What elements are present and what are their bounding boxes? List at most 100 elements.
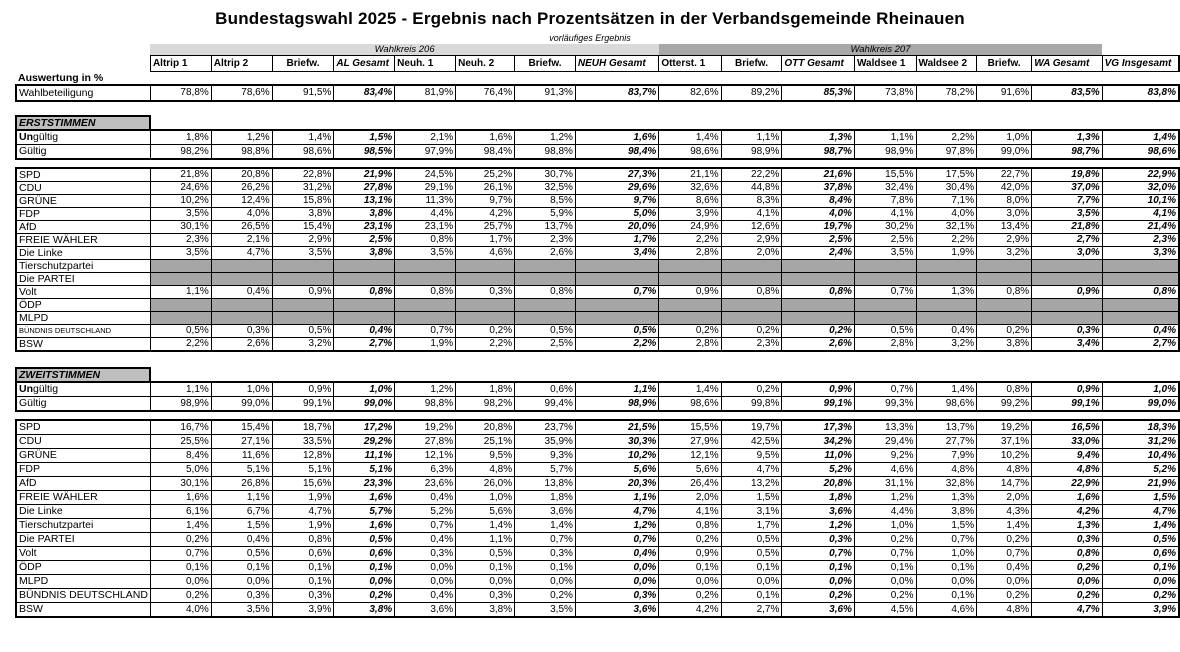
empty-cell: [210, 258, 273, 273]
value-cell: 11,0%: [781, 447, 855, 463]
empty-cell: [455, 271, 516, 286]
value-cell: 17,3%: [781, 418, 855, 435]
column-header: OTT Gesamt: [781, 55, 855, 72]
value-cell: 2,9%: [976, 232, 1033, 247]
column-header: Waldsee 1: [853, 55, 917, 72]
value-cell: 0,5%: [853, 323, 917, 338]
value-cell: 15,4%: [210, 418, 273, 435]
empty-cell: [333, 310, 396, 325]
value-cell: 13,3%: [853, 418, 917, 435]
value-cell: 0,7%: [781, 545, 855, 561]
value-cell: 37,1%: [976, 433, 1033, 449]
value-cell: 30,4%: [915, 180, 978, 195]
value-cell: 85,3%: [781, 83, 855, 102]
value-cell: 89,2%: [720, 83, 783, 102]
section-header: ZWEITSTIMMEN: [14, 366, 152, 383]
value-cell: 2,8%: [853, 336, 917, 352]
value-cell: 4,2%: [658, 601, 722, 618]
value-cell: 1,1%: [149, 380, 212, 397]
row-label: FDP: [14, 461, 151, 477]
value-cell: 1,4%: [1101, 128, 1180, 145]
spacer-row: [16, 351, 1179, 368]
value-cell: 1,1%: [574, 489, 660, 505]
value-cell: 1,5%: [333, 128, 396, 145]
section-blank: [977, 368, 1032, 382]
value-cell: 20,3%: [574, 475, 660, 491]
row-label: ÖDP: [14, 559, 151, 575]
value-cell: 1,8%: [781, 489, 855, 505]
value-cell: 0,0%: [333, 573, 396, 589]
value-cell: 32,8%: [915, 475, 978, 491]
value-cell: 98,6%: [915, 395, 978, 412]
value-cell: 2,1%: [394, 128, 457, 145]
value-cell: 98,6%: [658, 143, 722, 160]
page-subtitle: vorläufiges Ergebnis: [549, 33, 631, 43]
value-cell: 27,8%: [333, 180, 396, 195]
row-gr-ne: GRÜNE 8,4% 11,6% 12,8% 11,1% 12,1% 9,5% 9,3% 10,…: [14, 447, 1180, 463]
row-label: GRÜNE: [14, 447, 151, 463]
value-cell: 76,4%: [455, 83, 516, 102]
value-cell: 1,3%: [1031, 128, 1103, 145]
value-cell: 99,4%: [514, 395, 576, 412]
value-cell: 5,6%: [574, 461, 660, 477]
value-cell: 0,2%: [853, 587, 917, 603]
value-cell: 0,7%: [574, 531, 660, 547]
empty-cell: [781, 258, 855, 273]
value-cell: 3,5%: [149, 206, 212, 221]
value-cell: 6,3%: [394, 461, 457, 477]
value-cell: 1,0%: [915, 545, 978, 561]
empty-cell: [976, 297, 1033, 312]
value-cell: 10,2%: [976, 447, 1033, 463]
value-cell: 23,6%: [394, 475, 457, 491]
row-label: Die PARTEI: [14, 531, 151, 547]
value-cell: 2,7%: [1101, 336, 1180, 352]
value-cell: 32,0%: [1101, 180, 1180, 195]
value-cell: 3,3%: [1101, 245, 1180, 260]
value-cell: 4,8%: [1031, 461, 1103, 477]
empty-cell: [781, 297, 855, 312]
value-cell: 32,6%: [658, 180, 722, 195]
eval-blank: [1102, 72, 1179, 85]
band-row: Wahlkreis 206 Wahlkreis 207: [16, 44, 1179, 56]
value-cell: 1,8%: [455, 380, 516, 397]
value-cell: 1,2%: [574, 517, 660, 533]
value-cell: 1,1%: [210, 489, 273, 505]
row-label: MLPD: [14, 310, 151, 325]
value-cell: 27,9%: [658, 433, 722, 449]
value-cell: 4,8%: [455, 461, 516, 477]
value-cell: 3,8%: [333, 206, 396, 221]
value-cell: 73,8%: [853, 83, 917, 102]
value-cell: 1,7%: [720, 517, 783, 533]
value-cell: 2,9%: [720, 232, 783, 247]
value-cell: 0,4%: [333, 323, 396, 338]
value-cell: 29,2%: [333, 433, 396, 449]
eval-blank: [721, 72, 782, 85]
column-header: Waldsee 2: [915, 55, 978, 72]
spacer-cell: [16, 351, 1179, 368]
empty-cell: [853, 271, 917, 286]
value-cell: 21,9%: [1101, 475, 1180, 491]
eval-blank: [659, 72, 721, 85]
empty-cell: [1031, 258, 1103, 273]
value-cell: 37,0%: [1031, 180, 1103, 195]
section-blank: [916, 368, 977, 382]
value-cell: 0,1%: [333, 559, 396, 575]
value-cell: 0,0%: [574, 559, 660, 575]
value-cell: 1,9%: [394, 336, 457, 352]
section-blank: [456, 368, 515, 382]
section-blank: [721, 116, 782, 130]
row-freie-w-hler: FREIE WÄHLER 2,3% 2,1% 2,9% 2,5% 0,8% 1,7% 2,3%…: [14, 232, 1180, 247]
empty-cell: [514, 310, 576, 325]
value-cell: 12,6%: [720, 219, 783, 234]
value-cell: 1,4%: [915, 380, 978, 397]
value-cell: 13,8%: [514, 475, 576, 491]
value-cell: 1,1%: [455, 531, 516, 547]
empty-cell: [976, 310, 1033, 325]
value-cell: 0,9%: [1031, 284, 1103, 299]
value-cell: 0,0%: [149, 573, 212, 589]
empty-cell: [1101, 297, 1180, 312]
value-cell: 5,2%: [781, 461, 855, 477]
value-cell: 99,0%: [333, 395, 396, 412]
row-label: Tierschutzpartei: [14, 517, 151, 533]
